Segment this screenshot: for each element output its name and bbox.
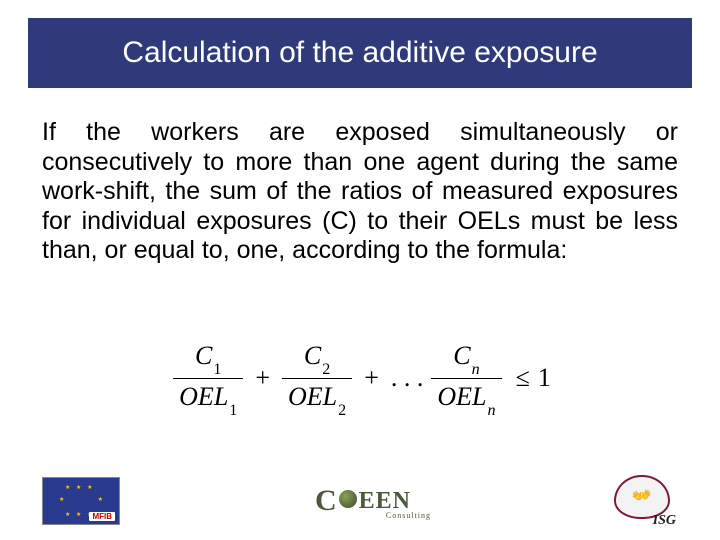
body-paragraph: If the workers are exposed simultaneousl…	[42, 118, 678, 266]
formula-term-1: C1 OEL1	[173, 340, 243, 416]
globe-icon	[339, 490, 357, 508]
plus-1: +	[255, 363, 270, 393]
hands-icon: 👐	[631, 491, 652, 503]
title-bar: Calculation of the additive exposure	[28, 18, 692, 88]
formula-term-n: Cn OELn	[431, 340, 501, 416]
additive-exposure-formula: C1 OEL1 + C2 OEL2 + . . . Cn OELn ≤ 1	[0, 340, 720, 416]
footer-logos: MFIB CEEN Consulting 👐 ISG	[42, 476, 678, 526]
mfib-logo: MFIB	[42, 477, 120, 525]
isg-label: ISG	[653, 513, 676, 529]
formula-term-2: C2 OEL2	[282, 340, 352, 416]
mfib-label: MFIB	[89, 512, 115, 521]
isg-logo: 👐 ISG	[606, 475, 678, 527]
ellipsis: . . .	[391, 363, 424, 393]
less-equal: ≤	[516, 363, 530, 393]
ceen-logo: CEEN Consulting	[315, 484, 411, 518]
plus-2: +	[364, 363, 379, 393]
slide-title: Calculation of the additive exposure	[122, 36, 597, 70]
formula-rhs: 1	[538, 363, 551, 393]
